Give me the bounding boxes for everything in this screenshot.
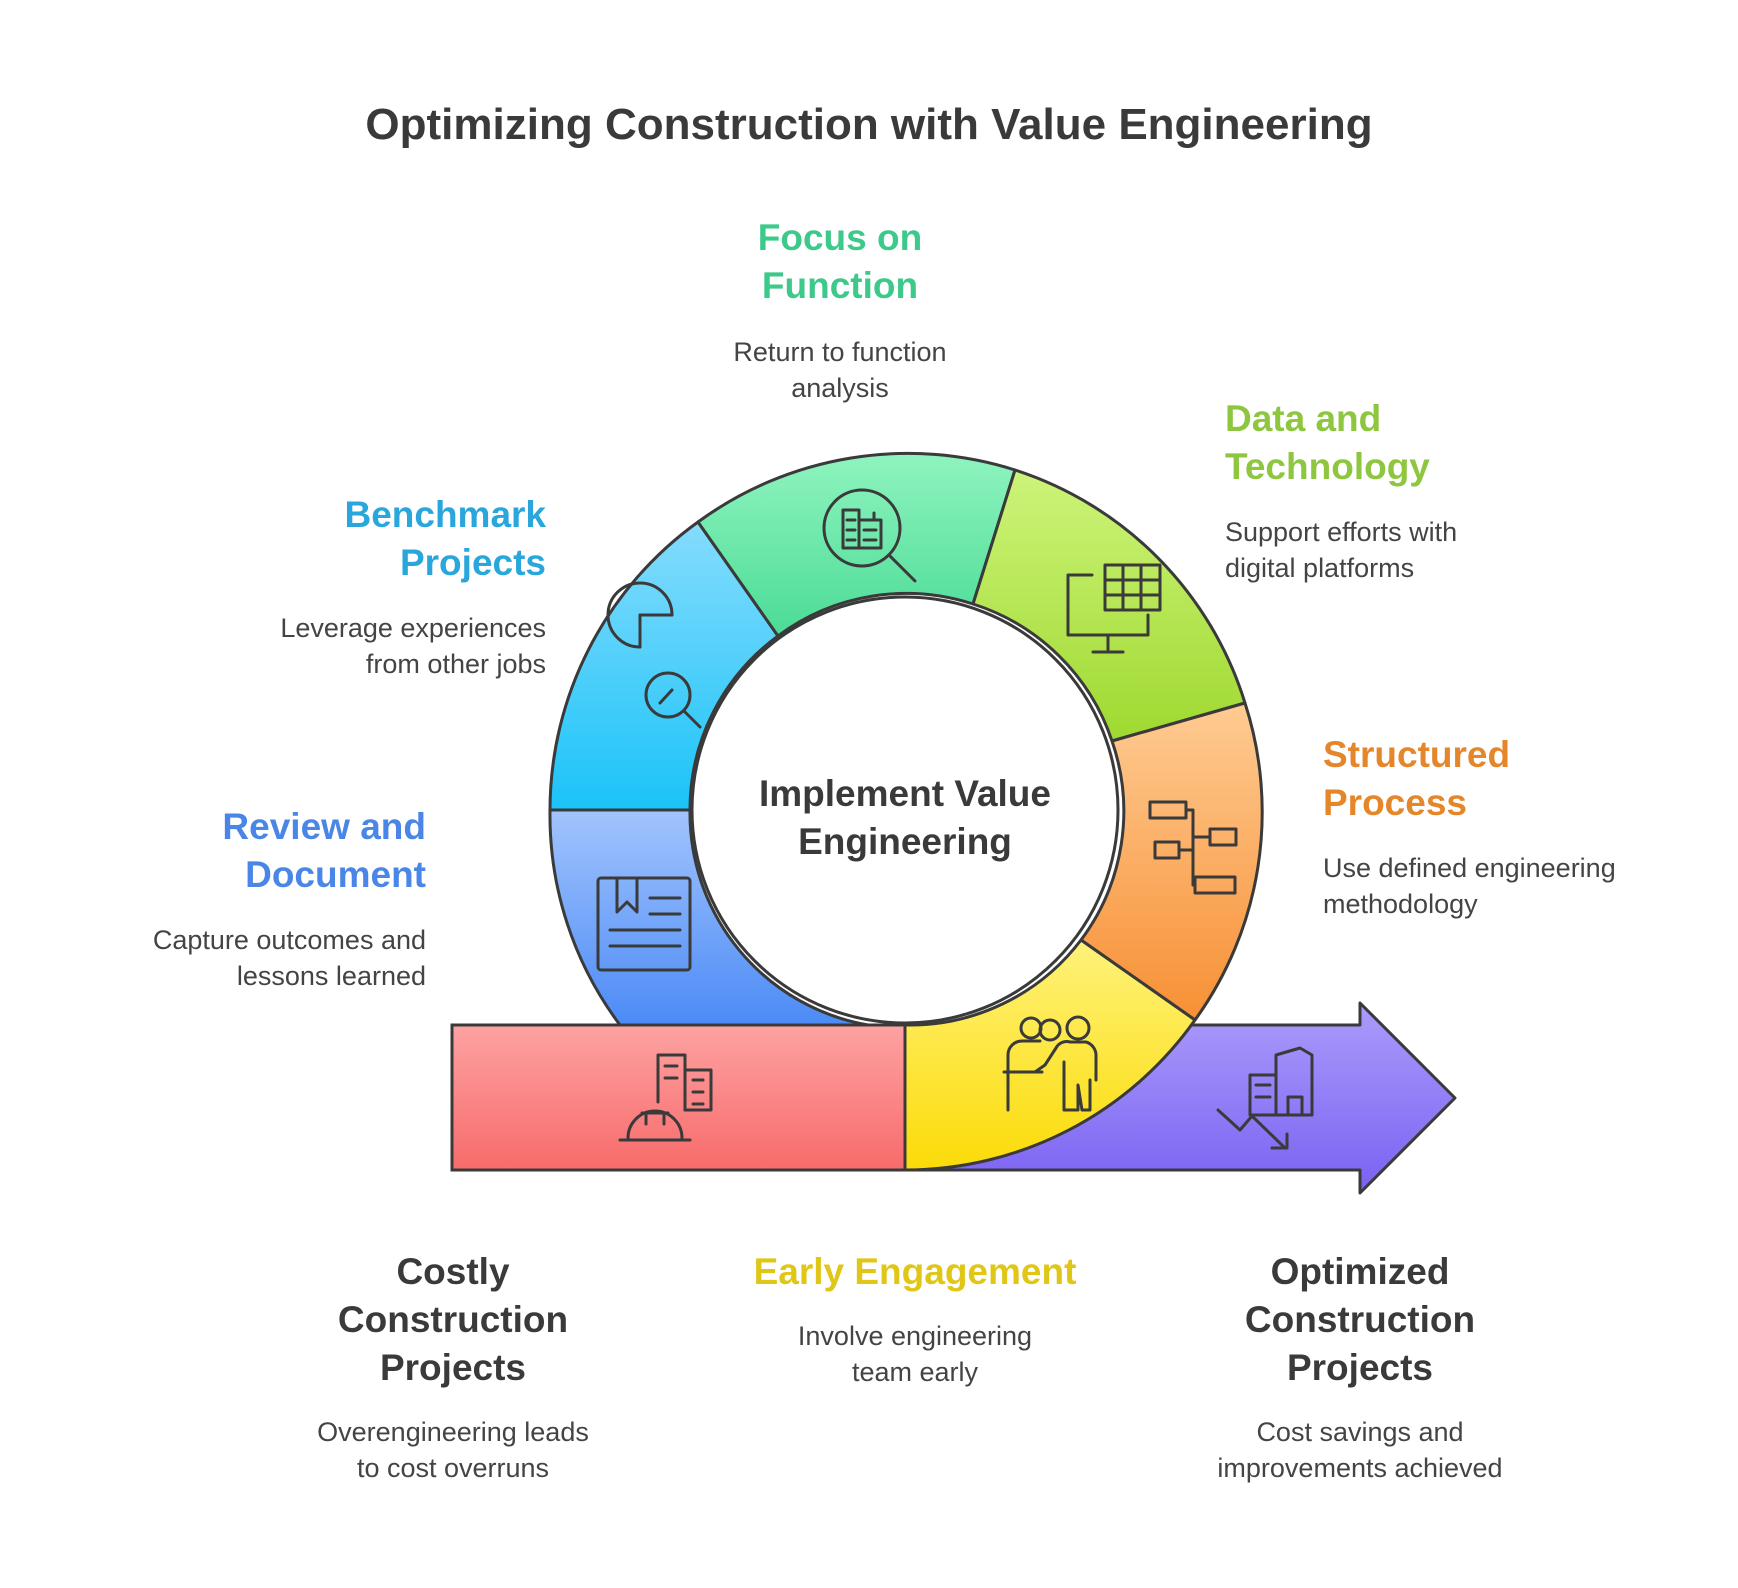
hardhat-building-icon — [618, 1053, 713, 1142]
document-icon — [596, 876, 692, 972]
pie-chart-search-icon — [606, 581, 702, 729]
optimized-title: Optimized Construction Projects — [1244, 1251, 1476, 1388]
structured-desc: Use defined engineering methodology — [1323, 853, 1616, 919]
focus-title: Focus on Function — [757, 217, 923, 306]
structured-title: Structured Process — [1323, 734, 1511, 823]
data-desc: Support efforts with digital platforms — [1225, 517, 1458, 583]
optimized-desc: Cost savings and improvements achieved — [1217, 1417, 1503, 1483]
early-desc: Involve engineering team early — [797, 1321, 1033, 1387]
review-desc: Capture outcomes and lessons learned — [152, 925, 426, 991]
building-trend-down-icon — [1216, 1046, 1314, 1150]
focus-desc: Return to function analysis — [733, 337, 947, 403]
page-title: Optimizing Construction with Value Engin… — [365, 100, 1373, 149]
costly-desc: Overengineering leads to cost overruns — [317, 1417, 589, 1483]
flowchart-icon — [1148, 800, 1238, 895]
focus-segment — [696, 451, 1017, 638]
building-search-icon — [822, 488, 917, 583]
center-label: Implement Value Engineering — [759, 773, 1051, 862]
costly-bar-shape — [450, 1023, 907, 1172]
benchmark-segment — [548, 520, 780, 812]
costly-title: Costly Construction Projects — [337, 1251, 569, 1388]
early-title: Early Engagement — [753, 1251, 1077, 1292]
presenter-icon — [1002, 1015, 1098, 1112]
monitor-spreadsheet-icon — [1066, 563, 1162, 654]
data-segment — [971, 468, 1247, 743]
benchmark-title: Benchmark Projects — [344, 494, 546, 583]
benchmark-desc: Leverage experiences from other jobs — [280, 613, 546, 679]
center-circle — [690, 595, 1120, 1025]
data-title: Data and Technology — [1225, 398, 1430, 487]
review-title: Review and Document — [222, 806, 426, 895]
